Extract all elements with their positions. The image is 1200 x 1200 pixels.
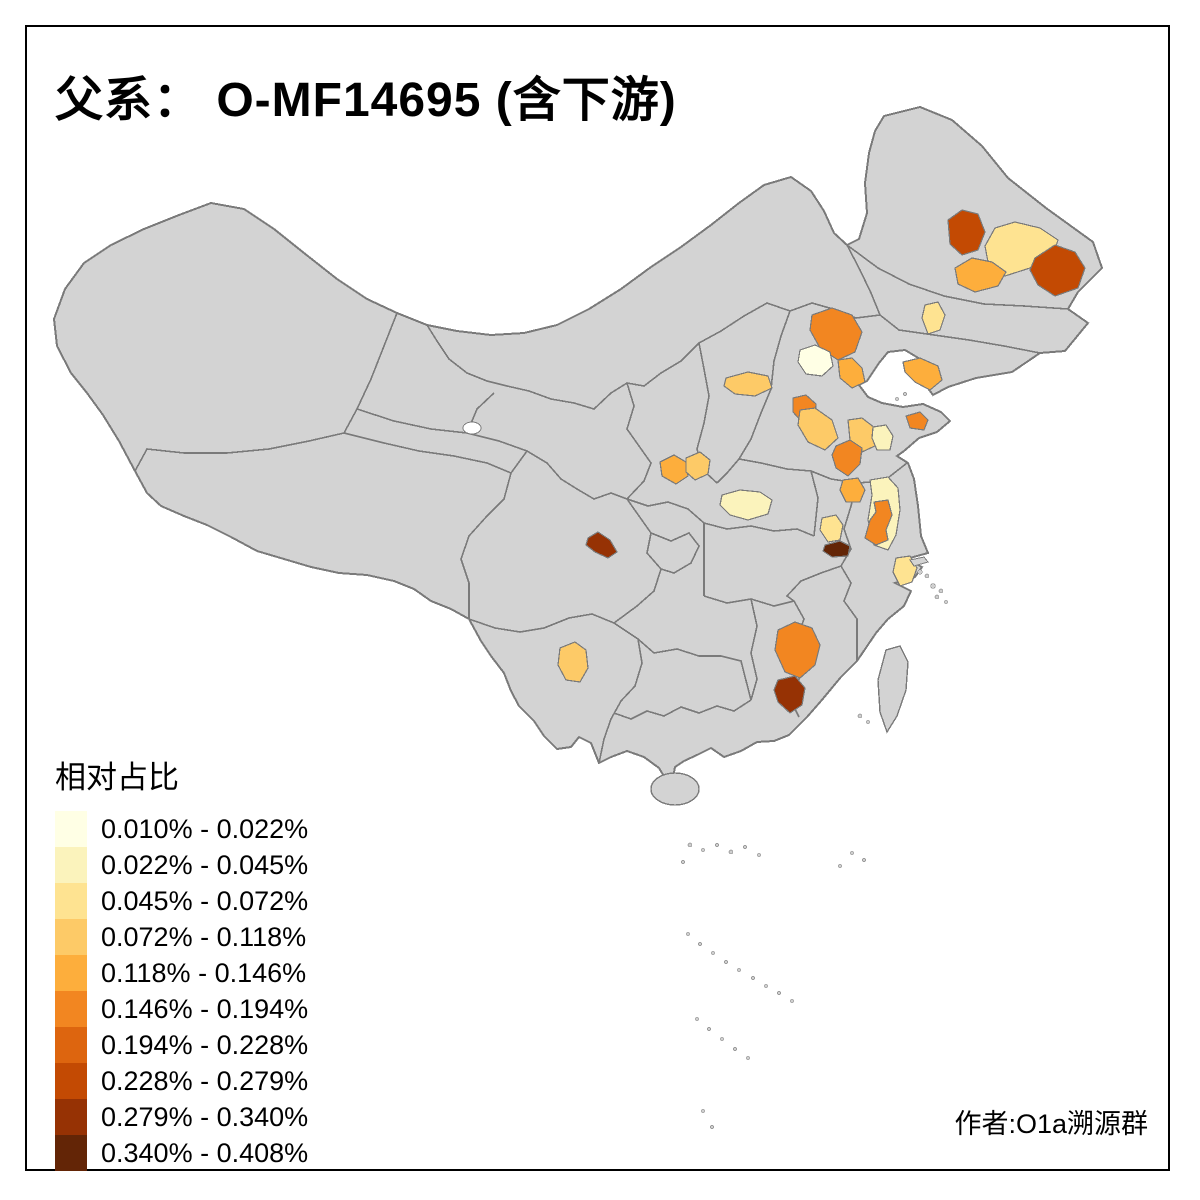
map-region-liaoning-dalian: [902, 357, 943, 391]
map-region-henan-nanyang: [719, 489, 773, 521]
legend-row: 0.228% - 0.279%: [55, 1063, 308, 1099]
legend-row: 0.146% - 0.194%: [55, 991, 308, 1027]
legend-row: 0.045% - 0.072%: [55, 883, 308, 919]
legend-row: 0.194% - 0.228%: [55, 1027, 308, 1063]
legend-row: 0.340% - 0.408%: [55, 1135, 308, 1171]
legend-swatch: [55, 811, 87, 847]
map-region-shandong-jining: [839, 477, 866, 503]
taiwan-island: [877, 645, 909, 734]
small-islands: [681, 392, 949, 1129]
legend-swatch: [55, 847, 87, 883]
legend-row: 0.022% - 0.045%: [55, 847, 308, 883]
china-mainland: [52, 105, 1104, 791]
legend-rows: 0.010% - 0.022% 0.022% - 0.045% 0.045% -…: [55, 811, 308, 1171]
map-region-guangdong-meizhou: [773, 675, 806, 714]
legend-row: 0.118% - 0.146%: [55, 955, 308, 991]
legend-swatch: [55, 1135, 87, 1171]
legend-swatch: [55, 919, 87, 955]
legend: 相对占比 0.010% - 0.022% 0.022% - 0.045% 0.0…: [55, 752, 308, 1171]
map-region-jiangxi-ganzhou: [774, 621, 821, 679]
legend-title: 相对占比: [55, 760, 179, 795]
map-region-hebei-south: [797, 407, 839, 451]
legend-label: 0.045% - 0.072%: [101, 885, 309, 916]
map-region-jiangsu-central: [864, 499, 893, 546]
legend-label: 0.118% - 0.146%: [101, 957, 307, 988]
map-region-sichuan-chengdu: [585, 531, 618, 559]
legend-row: 0.010% - 0.022%: [55, 811, 308, 847]
map-region-shandong-weihai: [905, 411, 929, 431]
legend-swatch: [55, 1099, 87, 1135]
map-region-shaanxi-weinan: [685, 451, 711, 481]
map-region-northeast-qiqihar: [947, 209, 986, 256]
legend-swatch: [55, 991, 87, 1027]
map-region-zhejiang-north: [892, 555, 918, 587]
legend-label: 0.228% - 0.279%: [101, 1065, 309, 1096]
legend-label: 0.279% - 0.340%: [101, 1101, 309, 1132]
legend-swatch: [55, 955, 87, 991]
map-region-shanxi-north: [723, 371, 773, 397]
legend-label: 0.022% - 0.045%: [101, 849, 309, 880]
legend-label: 0.146% - 0.194%: [101, 993, 309, 1024]
legend-swatch: [55, 883, 87, 919]
map-region-liaoning-central: [921, 301, 946, 335]
map-region-yunnan-kunming: [557, 641, 589, 683]
legend-label: 0.340% - 0.408%: [101, 1137, 309, 1168]
legend-label: 0.072% - 0.118%: [101, 921, 307, 952]
chongming-island: [909, 556, 929, 567]
map-region-northeast-harbin: [1029, 244, 1086, 297]
map-region-hebei-chengde: [809, 307, 863, 361]
map-region-beijing: [797, 344, 834, 377]
map-region-northeast-daqing: [954, 257, 1007, 293]
map-region-hebei-east-pale: [871, 424, 894, 451]
map-region-anhui-chuzhou: [819, 514, 844, 543]
legend-swatch: [55, 1027, 87, 1063]
legend-row: 0.279% - 0.340%: [55, 1099, 308, 1135]
map-region-tianjin: [837, 357, 866, 389]
hainan-island: [650, 772, 700, 806]
legend-swatch: [55, 1063, 87, 1099]
legend-label: 0.010% - 0.022%: [101, 813, 309, 844]
map-region-shandong-jinan: [831, 439, 863, 477]
qinghai-lake: [462, 421, 482, 435]
map-region-anhui-dark-max: [822, 540, 851, 558]
legend-row: 0.072% - 0.118%: [55, 919, 308, 955]
author-credit: 作者:O1a溯源群: [954, 1109, 1148, 1139]
page-title: 父系： O-MF14695 (含下游): [55, 74, 677, 127]
legend-label: 0.194% - 0.228%: [101, 1029, 309, 1060]
map-region-shaanxi-xianyang: [659, 454, 689, 485]
